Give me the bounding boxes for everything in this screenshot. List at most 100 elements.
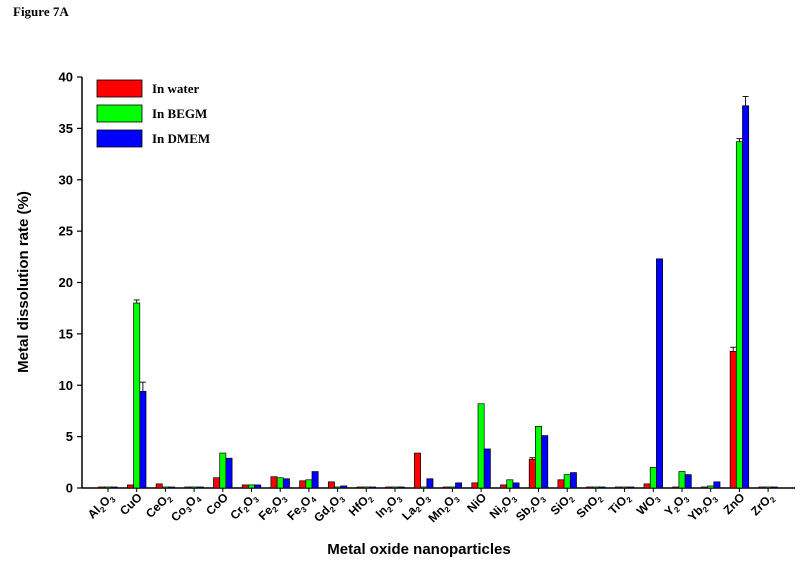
subscript: 2 [165,495,175,505]
bar-coo-in-water [213,477,221,489]
formula-part: ZnO [721,490,748,517]
bar-y2o3-in-begm [678,471,686,489]
x-tick-label: Yb2O3 [685,490,720,525]
subscript: 3 [682,495,692,505]
subscript: 3 [108,495,118,505]
bar-mn2o3-in-dmem [455,482,463,489]
x-tick-label: Fe2O3 [256,490,291,525]
bar-ceo2-in-water [155,483,163,489]
y-tick-label: 40 [59,70,73,85]
subscript: 4 [194,495,204,505]
bar-fe3o4-in-water [299,480,307,489]
bar-ceo2-in-dmem [168,486,176,489]
subscript: 2 [98,505,108,515]
bar-zro2-in-begm [764,486,772,489]
bar-sio2-in-water [557,479,565,489]
bar-sb2o3-in-dmem [541,435,549,489]
bar-sb2o3-in-begm [535,426,542,489]
bar-yb2o3-in-water [701,486,708,489]
x-tick-label: Ni2O3 [487,490,520,523]
y-tick-label: 30 [59,172,73,187]
legend-swatch-in-water [96,79,143,98]
legend-swatch-in-dmem [96,129,143,148]
bar-ni2o3-in-dmem [512,482,520,489]
bar-fe2o3-in-begm [276,477,284,489]
bar-sno2-in-dmem [598,486,606,489]
bar-sio2-in-begm [563,474,571,489]
x-tick-label: In2O3 [373,490,405,522]
bar-la2o3-in-water [414,452,421,489]
bar-hfo2-in-begm [362,486,370,489]
bar-wo3-in-begm [649,467,657,489]
y-axis-group: 0 5 10 15 20 25 30 35 40 [59,70,795,496]
subscript: 2 [625,495,635,505]
bars-group [98,96,778,489]
category-label-group: In2O3 [373,490,405,522]
formula-part: CuO [117,490,145,518]
category-label-group: Al2O3 [85,490,118,523]
bar-zno-in-begm [735,141,743,489]
bar-coo-in-begm [219,452,227,489]
y-tick-label: 35 [59,121,73,136]
subscript: 2 [672,505,682,515]
bar-tio2-in-water [614,486,622,489]
subscript: 2 [529,505,539,515]
category-label-group: SnO2 [574,493,606,520]
y-tick-label: 20 [59,275,73,290]
subscript: 3 [653,495,663,505]
category-label-group: Gd2O3 [311,493,347,524]
bar-in2o3-in-water [385,486,393,489]
bar-ni2o3-in-water [500,484,508,489]
x-tick-label: ZrO2 [748,490,778,520]
legend-label: In BEGM [152,106,207,121]
bar-cuo-in-dmem [139,391,147,489]
y-tick-label: 0 [66,481,73,496]
category-label-group: Fe3O4 [284,493,319,523]
subscript: 3 [299,505,309,515]
subscript: 2 [443,505,453,515]
bar-tio2-in-begm [621,486,629,489]
bar-fe3o4-in-begm [305,479,313,489]
bar-la2o3-in-begm [420,486,428,489]
subscript: 3 [280,495,290,505]
subscript: 2 [385,505,395,515]
bar-mn2o3-in-begm [448,486,456,489]
subscript: 3 [452,495,462,505]
bar-in2o3-in-begm [391,486,399,489]
category-label-group: SiO2 [548,493,577,518]
legend-label: In water [152,81,200,96]
bar-yb2o3-in-dmem [713,481,721,489]
bar-sno2-in-begm [592,486,600,489]
category-label-group: TiO2 [606,490,635,519]
bar-coo-in-dmem [225,457,233,489]
legend-label: In DMEM [152,131,210,146]
bar-co3o4-in-water [184,486,192,489]
y-axis-title-group: Metal dissolution rate (%) [15,191,32,373]
category-label-group: Cr2O3 [227,493,261,522]
bar-sio2-in-dmem [569,472,577,489]
bar-yb2o3-in-begm [707,485,715,489]
category-label-group: Sb2O3 [513,493,549,524]
subscript: 2 [500,505,510,515]
bar-cr2o3-in-water [241,484,249,489]
subscript: 2 [242,505,252,515]
category-label-group: Yb2O3 [685,490,720,525]
bar-y2o3-in-dmem [684,474,692,489]
category-label-group: Co3O4 [168,493,204,524]
bar-cr2o3-in-begm [248,484,255,489]
x-tick-label: TiO2 [606,490,635,519]
x-tick-label: Al2O3 [85,490,118,523]
category-label-group: Mn2O3 [425,490,462,527]
x-tick-label: HfO2 [346,490,376,520]
bar-cuo-in-begm [133,302,141,489]
bar-gd2o3-in-water [327,481,335,489]
x-tick-label: Mn2O3 [425,490,462,527]
x-tick-label: CoO [203,490,231,518]
y-tick-label: 10 [59,378,73,393]
bar-hfo2-in-dmem [369,486,376,489]
bar-ni2o3-in-begm [506,479,514,489]
bar-tio2-in-dmem [627,486,635,489]
bar-hfo2-in-water [356,486,364,489]
subscript: 3 [539,495,549,505]
